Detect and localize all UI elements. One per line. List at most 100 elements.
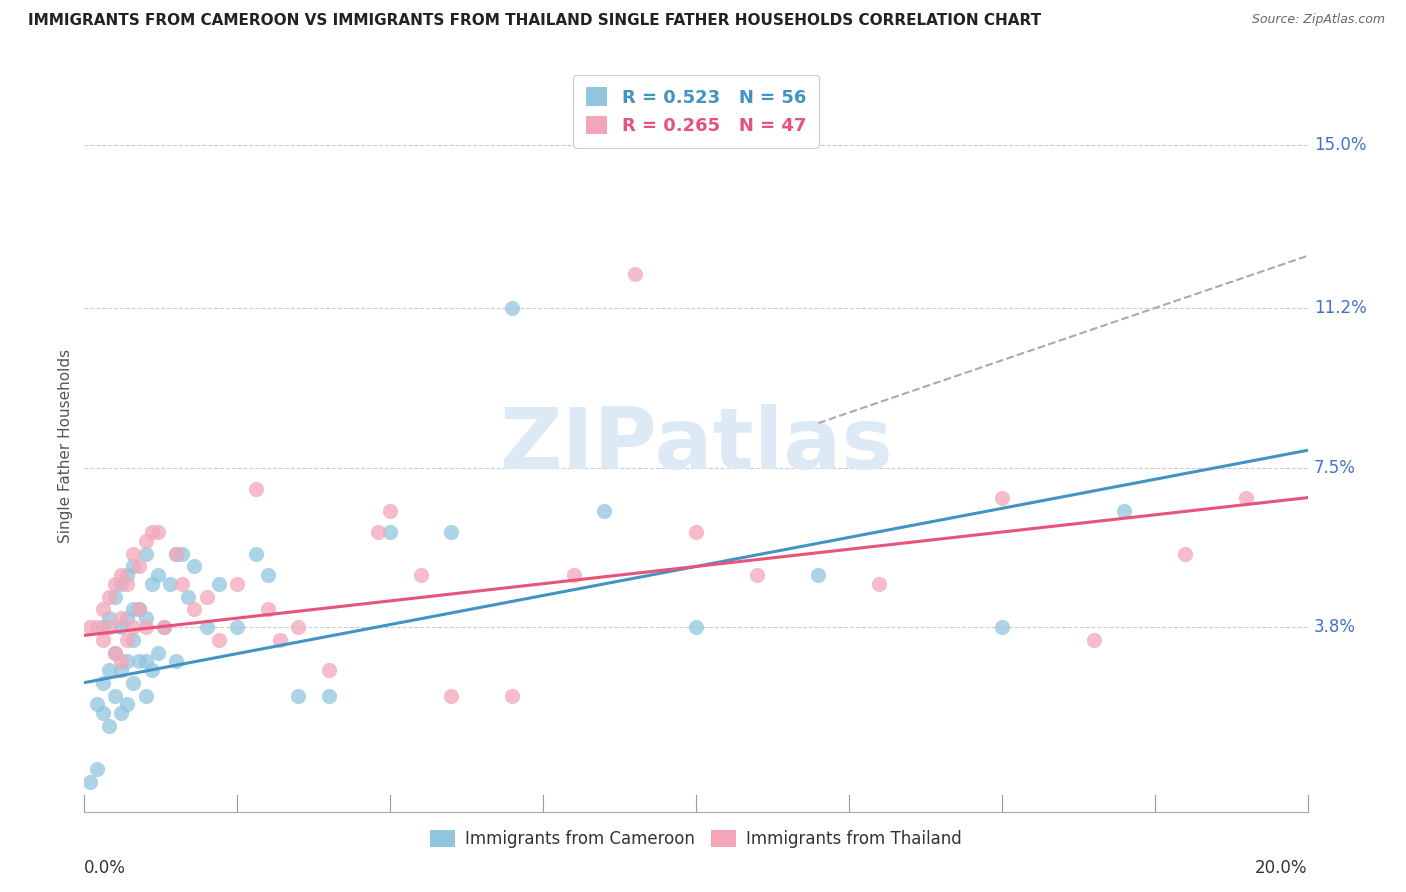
Point: [110, 620, 132, 634]
Point: [226, 576, 249, 591]
Point: [380, 503, 402, 517]
Point: [685, 620, 707, 634]
Point: [183, 602, 205, 616]
Point: [153, 620, 176, 634]
Point: [110, 663, 132, 677]
Point: [208, 576, 231, 591]
Text: 15.0%: 15.0%: [1313, 136, 1367, 153]
Point: [91, 706, 114, 720]
Point: [104, 576, 127, 591]
Point: [153, 620, 176, 634]
Point: [122, 547, 145, 561]
Point: [135, 547, 157, 561]
Point: [183, 559, 205, 574]
Point: [104, 646, 127, 660]
Point: [86, 762, 108, 776]
Text: 7.5%: 7.5%: [1313, 458, 1355, 476]
Point: [685, 524, 707, 539]
Point: [91, 602, 114, 616]
Point: [440, 524, 463, 539]
Point: [165, 547, 187, 561]
Text: ZIPatlas: ZIPatlas: [499, 404, 893, 488]
Point: [226, 620, 249, 634]
Point: [245, 482, 267, 496]
Point: [165, 547, 187, 561]
Point: [146, 524, 169, 539]
Text: 20.0%: 20.0%: [1256, 859, 1308, 877]
Point: [97, 663, 120, 677]
Point: [128, 602, 150, 616]
Point: [172, 576, 194, 591]
Legend: Immigrants from Cameroon, Immigrants from Thailand: Immigrants from Cameroon, Immigrants fro…: [423, 823, 969, 855]
Point: [91, 620, 114, 634]
Point: [86, 620, 108, 634]
Point: [122, 675, 145, 690]
Point: [257, 568, 280, 582]
Point: [318, 663, 340, 677]
Point: [135, 620, 157, 634]
Point: [135, 654, 157, 668]
Point: [195, 590, 218, 604]
Point: [991, 620, 1014, 634]
Point: [97, 611, 120, 625]
Point: [104, 590, 127, 604]
Point: [122, 602, 145, 616]
Point: [122, 559, 145, 574]
Point: [269, 632, 291, 647]
Point: [1236, 491, 1258, 505]
Point: [502, 301, 524, 316]
Point: [128, 559, 150, 574]
Point: [91, 675, 114, 690]
Point: [128, 654, 150, 668]
Point: [115, 611, 138, 625]
Text: Source: ZipAtlas.com: Source: ZipAtlas.com: [1251, 13, 1385, 27]
Point: [146, 646, 169, 660]
Point: [807, 568, 830, 582]
Point: [165, 654, 187, 668]
Point: [245, 547, 267, 561]
Point: [172, 547, 194, 561]
Point: [991, 491, 1014, 505]
Point: [110, 706, 132, 720]
Point: [97, 719, 120, 733]
Point: [79, 620, 101, 634]
Point: [287, 689, 309, 703]
Point: [318, 689, 340, 703]
Point: [97, 620, 120, 634]
Point: [115, 568, 138, 582]
Point: [177, 590, 200, 604]
Point: [104, 689, 127, 703]
Point: [110, 611, 132, 625]
Point: [135, 611, 157, 625]
Point: [208, 632, 231, 647]
Point: [104, 646, 127, 660]
Point: [110, 576, 132, 591]
Point: [91, 632, 114, 647]
Point: [141, 576, 163, 591]
Point: [562, 568, 585, 582]
Point: [624, 267, 647, 281]
Point: [86, 697, 108, 711]
Point: [367, 524, 389, 539]
Point: [195, 620, 218, 634]
Point: [115, 697, 138, 711]
Point: [115, 632, 138, 647]
Y-axis label: Single Father Households: Single Father Households: [58, 349, 73, 543]
Point: [115, 576, 138, 591]
Point: [869, 576, 891, 591]
Point: [146, 568, 169, 582]
Point: [135, 689, 157, 703]
Point: [593, 503, 616, 517]
Point: [440, 689, 463, 703]
Point: [115, 654, 138, 668]
Point: [159, 576, 181, 591]
Point: [128, 602, 150, 616]
Point: [135, 533, 157, 548]
Point: [122, 632, 145, 647]
Point: [1174, 547, 1197, 561]
Point: [97, 590, 120, 604]
Point: [1114, 503, 1136, 517]
Text: 11.2%: 11.2%: [1313, 300, 1367, 318]
Point: [257, 602, 280, 616]
Text: 3.8%: 3.8%: [1313, 617, 1355, 636]
